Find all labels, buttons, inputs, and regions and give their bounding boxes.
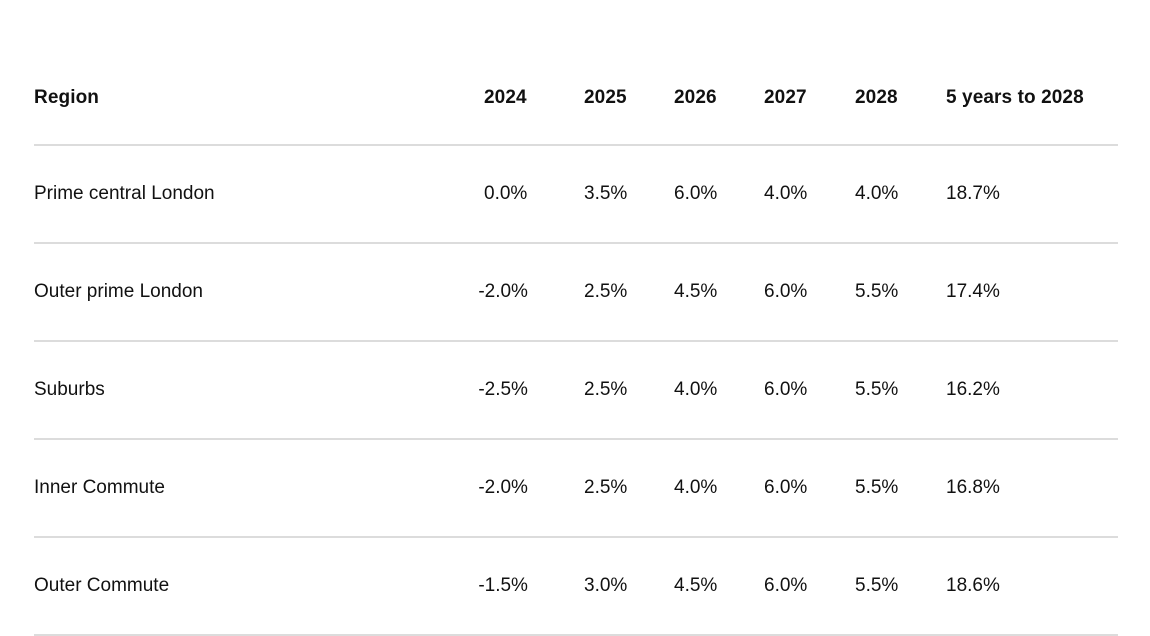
table-row-inner-commute: Inner Commute -2.0% 2.5% 4.0% 6.0% 5.5% … [34, 439, 1118, 538]
column-header-2027: 2027 [764, 51, 855, 146]
column-header-2026: 2026 [674, 51, 764, 146]
value-2027: 6.0% [764, 243, 855, 342]
value-2025: 3.5% [584, 145, 674, 244]
table-row-prime-central-london: Prime central London 0.0% 3.5% 6.0% 4.0%… [34, 145, 1118, 244]
value-five-year: 18.6% [946, 537, 1118, 636]
column-header-five-year: 5 years to 2028 [946, 51, 1118, 146]
forecast-table-page: Region 2024 2025 2026 2027 2028 5 years … [0, 51, 1150, 636]
value-2024: 0.0% [484, 145, 584, 244]
value-2028: 5.5% [855, 439, 946, 538]
region-label: Outer prime London [34, 243, 484, 342]
regional-forecast-table: Region 2024 2025 2026 2027 2028 5 years … [34, 51, 1118, 636]
column-header-2024: 2024 [484, 51, 584, 146]
table-row-suburbs: Suburbs -2.5% 2.5% 4.0% 6.0% 5.5% 16.2% [34, 341, 1118, 440]
value-five-year: 18.7% [946, 145, 1118, 244]
region-label: Outer Commute [34, 537, 484, 636]
value-2024: -2.5% [478, 341, 584, 440]
column-header-2025: 2025 [584, 51, 674, 146]
region-label: Inner Commute [34, 439, 484, 538]
value-2027: 4.0% [764, 145, 855, 244]
value-2026: 4.0% [674, 439, 764, 538]
value-2026: 6.0% [674, 145, 764, 244]
value-2027: 6.0% [764, 537, 855, 636]
region-label: Suburbs [34, 341, 484, 440]
value-2027: 6.0% [764, 439, 855, 538]
value-five-year: 16.2% [946, 341, 1118, 440]
column-header-region: Region [34, 51, 484, 146]
region-label: Prime central London [34, 145, 484, 244]
value-2025: 2.5% [584, 439, 674, 538]
column-header-2028: 2028 [855, 51, 946, 146]
value-2028: 5.5% [855, 341, 946, 440]
value-2026: 4.5% [674, 537, 764, 636]
value-2025: 2.5% [584, 341, 674, 440]
value-2028: 5.5% [855, 243, 946, 342]
value-2026: 4.5% [674, 243, 764, 342]
value-2028: 4.0% [855, 145, 946, 244]
table-row-outer-commute: Outer Commute -1.5% 3.0% 4.5% 6.0% 5.5% … [34, 537, 1118, 636]
value-2024: -2.0% [478, 439, 584, 538]
value-2028: 5.5% [855, 537, 946, 636]
value-2026: 4.0% [674, 341, 764, 440]
value-2024: -1.5% [478, 537, 584, 636]
value-five-year: 16.8% [946, 439, 1118, 538]
table-row-outer-prime-london: Outer prime London -2.0% 2.5% 4.5% 6.0% … [34, 243, 1118, 342]
value-2025: 3.0% [584, 537, 674, 636]
value-2024: -2.0% [478, 243, 584, 342]
value-2027: 6.0% [764, 341, 855, 440]
value-five-year: 17.4% [946, 243, 1118, 342]
table-header-row: Region 2024 2025 2026 2027 2028 5 years … [34, 51, 1118, 146]
value-2025: 2.5% [584, 243, 674, 342]
